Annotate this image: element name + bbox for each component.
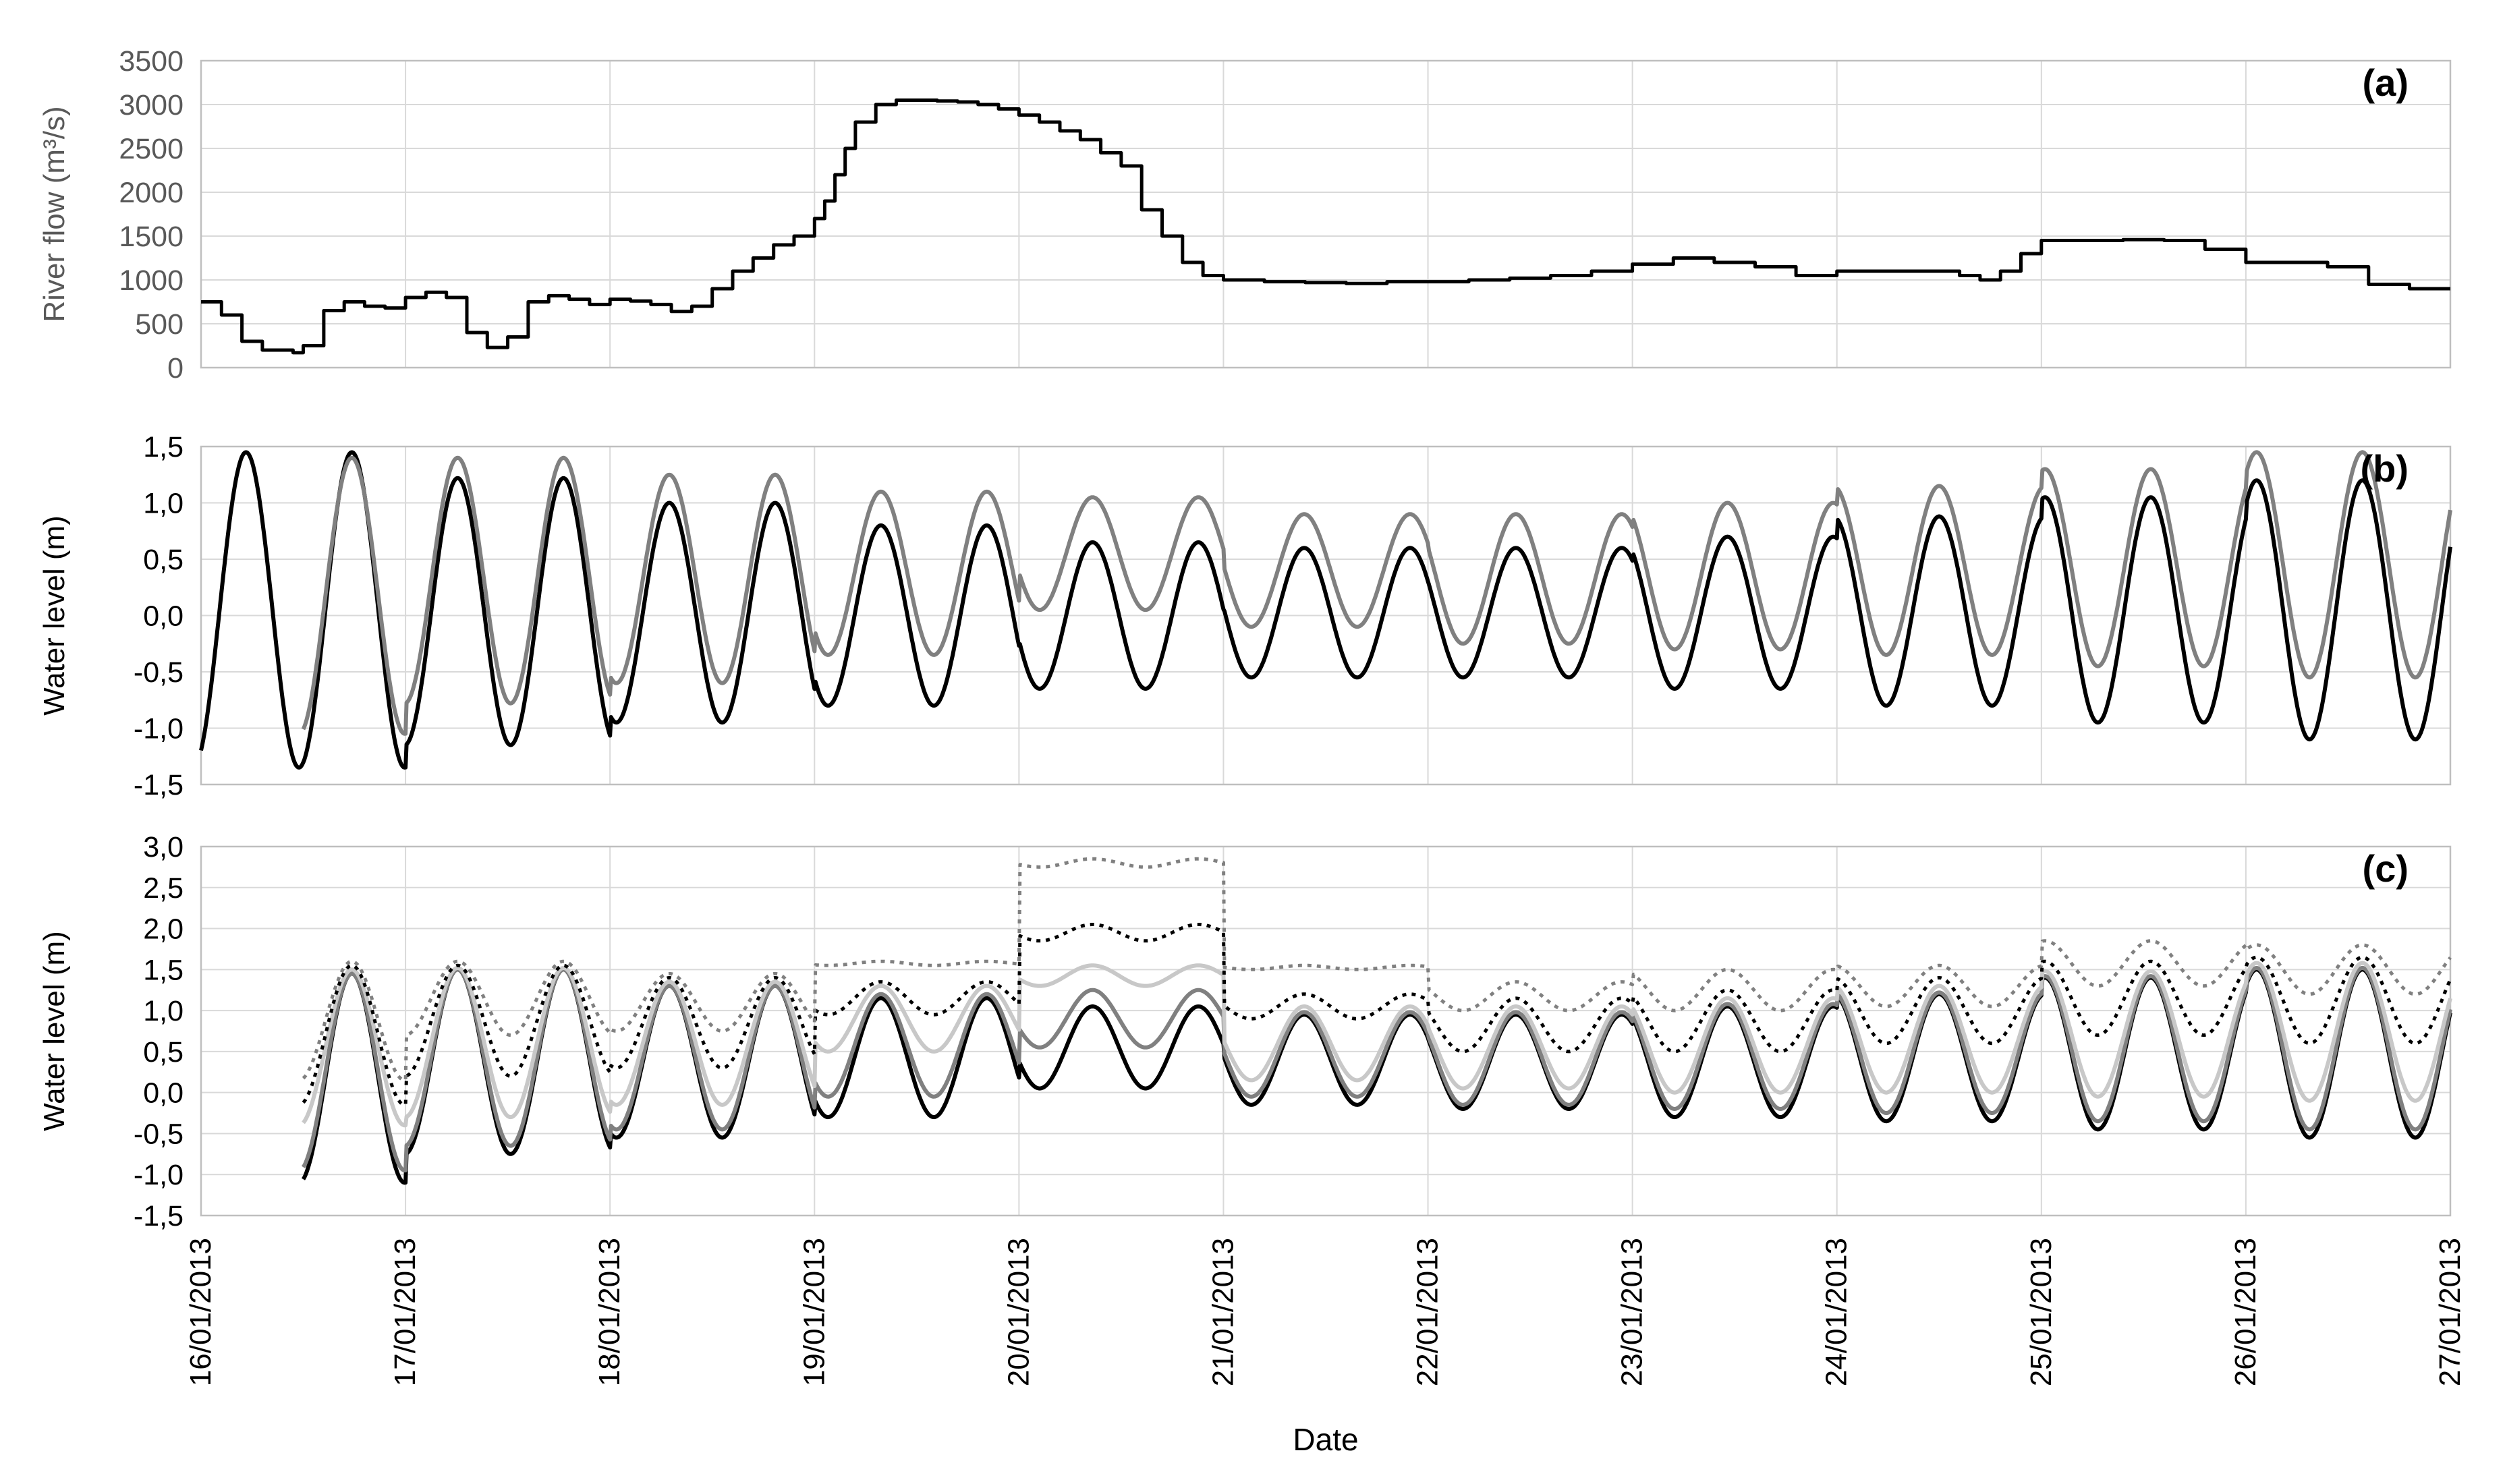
panel-a-grid [200,60,2451,368]
series-line-4 [302,923,2452,1107]
y-tick-label: -1,5 [134,769,184,801]
y-tick-label: 500 [135,308,184,341]
x-tick-label: 21/01/2013 [1206,1238,1239,1386]
panel-b-y-axis-label: Water level (m) [38,515,71,716]
y-tick-label: 0,0 [143,1077,184,1110]
y-tick-label: 3,0 [143,831,184,863]
x-tick-label: 25/01/2013 [2025,1238,2058,1386]
series-line-2 [301,965,2452,1173]
panel-c-label: (c) [2363,847,2409,890]
x-axis-label: Date [1293,1422,1358,1457]
panel-b-y-ticks: -1,5 -1,0 -0,5 0,0 0,5 1,0 1,5 [134,431,184,801]
x-tick-label: 18/01/2013 [593,1238,626,1386]
y-tick-label: -1,5 [134,1200,184,1232]
y-tick-label: -1,0 [134,1159,184,1191]
series-line-5 [302,857,2452,1082]
y-tick-label: 2,5 [143,872,184,905]
y-tick-label: 3500 [119,45,184,78]
x-tick-label: 23/01/2013 [1616,1238,1649,1386]
panel-c-y-ticks: -1,5 -1,0 -0,5 0,0 0,5 1,0 1,5 2,0 2,5 3,0 [134,831,184,1232]
x-tick-label: 16/01/2013 [184,1238,217,1386]
y-tick-label: 0,5 [143,544,184,576]
panel-b: -1,5 -1,0 -0,5 0,0 0,5 1,0 1,5 (b) Water level… [38,431,2452,801]
panel-c: -1,5 -1,0 -0,5 0,0 0,5 1,0 1,5 2,0 2,5 3,0 (c) Wa… [38,831,2452,1232]
series-line-2 [301,450,2452,736]
y-tick-label: 0,0 [143,600,184,633]
x-tick-label: 24/01/2013 [1820,1238,1853,1386]
y-tick-label: 2,0 [143,913,184,946]
panel-b-label: (b) [2360,447,2409,490]
panel-a: 0 500 1000 1500 2000 2500 3000 3500 (a) River f… [38,45,2452,384]
series-line-1 [201,98,2450,355]
panel-b-series [199,450,2452,770]
y-tick-label: 0,5 [143,1036,184,1068]
panel-c-frame [200,845,2452,1217]
x-tick-label: 19/01/2013 [797,1238,831,1386]
y-tick-label: 3000 [119,89,184,121]
y-tick-label: 1000 [119,264,184,297]
panel-c-series [301,857,2452,1185]
y-tick-label: 1,0 [143,995,184,1027]
y-tick-label: 1,5 [143,954,184,986]
x-tick-label: 20/01/2013 [1002,1238,1035,1386]
series-line-1 [199,450,2452,770]
panel-a-y-axis-label: River flow (m³/s) [38,106,71,322]
y-tick-label: 1,0 [143,488,184,520]
series-line-3 [302,961,2452,1128]
y-tick-label: -1,0 [134,713,184,745]
x-tick-label: 27/01/2013 [2433,1238,2467,1386]
x-tick-label: 22/01/2013 [1411,1238,1444,1386]
y-tick-label: 2000 [119,177,184,209]
y-tick-label: 1,5 [143,431,184,463]
panel-a-label: (a) [2363,61,2409,104]
y-tick-label: -0,5 [134,656,184,689]
panel-a-frame [200,59,2452,369]
panel-c-y-axis-label: Water level (m) [38,931,71,1131]
y-tick-label: -0,5 [134,1118,184,1150]
x-tick-label: 17/01/2013 [389,1238,422,1386]
panel-b-frame [200,445,2452,786]
y-tick-label: 0 [167,352,184,384]
x-axis-tick-labels: 16/01/2013 17/01/2013 18/01/2013 19/01/2013… [184,1238,2467,1386]
x-tick-label: 26/01/2013 [2229,1238,2262,1386]
y-tick-label: 2500 [119,133,184,165]
panel-a-series [201,98,2450,355]
y-tick-label: 1500 [119,221,184,253]
panel-a-y-ticks: 0 500 1000 1500 2000 2500 3000 3500 [119,45,184,384]
